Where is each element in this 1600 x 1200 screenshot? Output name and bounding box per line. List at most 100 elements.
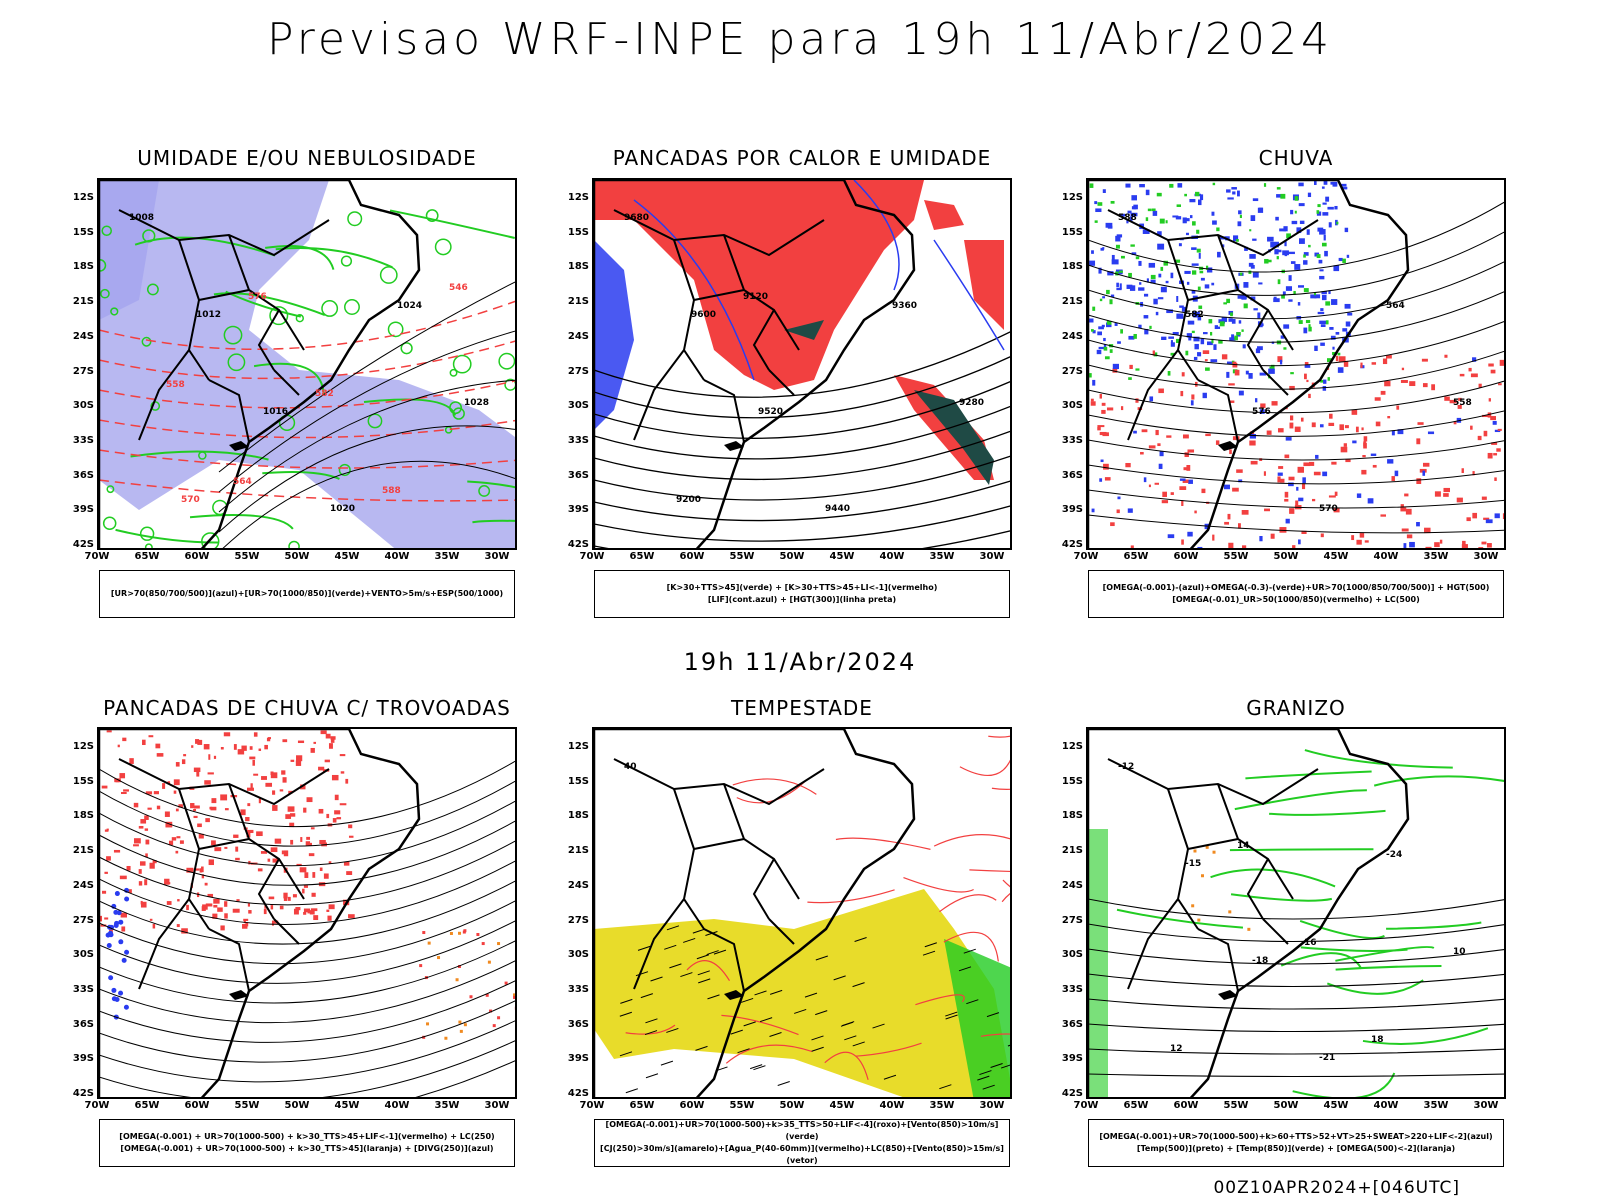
lon-tick-label: 40W <box>384 551 410 562</box>
contour-label: 588 <box>382 486 401 496</box>
panel-legend: [OMEGA(-0.001)+UR>70(1000-500)+k>35_TTS>… <box>594 1119 1010 1167</box>
contour-label: 1020 <box>330 504 355 514</box>
panel-legend: [UR>70(850/700/500)](azul)+[UR>70(1000/8… <box>99 570 515 618</box>
contour-label: 9600 <box>691 310 716 320</box>
lon-tick-label: 70W <box>1073 551 1099 562</box>
map-panel-6: -12 -15 -18 -21 -24 10 12 14 16 18 <box>1086 727 1506 1099</box>
map-canvas: 40 <box>594 729 1010 1097</box>
lat-tick-label: 27S <box>1061 365 1083 377</box>
lat-tick-label: 42S <box>1061 539 1083 550</box>
lat-tick-label: 12S <box>567 192 589 203</box>
lon-tick-label: 35W <box>1423 1100 1449 1111</box>
lat-tick-label: 42S <box>567 539 589 550</box>
lat-tick-label: 36S <box>72 469 94 481</box>
legend-line: [K>30+TTS>45](verde) + [K>30+TTS>45+LI<-… <box>666 583 938 592</box>
lat-tick-label: 30S <box>1061 400 1083 412</box>
contour-label: 14 <box>1237 841 1250 851</box>
map-canvas: 1008 1012 1016 1020 1024 1028 570 576 582 588 546 5… <box>99 180 515 548</box>
map-canvas: 9680 9600 9520 9440 9360 9280 9200 9120 <box>594 180 1010 548</box>
lat-tick-label: 15S <box>72 226 94 238</box>
lat-tick-label: 42S <box>567 1088 589 1099</box>
contour-label: 570 <box>1319 504 1338 514</box>
lon-tick-label: 60W <box>1173 551 1199 562</box>
lat-tick-label: 36S <box>72 1018 94 1030</box>
lon-tick-label: 50W <box>284 551 310 562</box>
legend-line: [OMEGA(-0.001) + UR>70(1000-500) + k>30_… <box>120 1144 494 1153</box>
lat-tick-label: 30S <box>72 949 94 961</box>
contour-label: 558 <box>1453 398 1472 408</box>
lon-tick-label: 60W <box>679 1100 705 1111</box>
contour-label: 1024 <box>397 301 422 311</box>
lon-tick-label: 45W <box>334 551 360 562</box>
contour-label: 9520 <box>758 407 783 417</box>
lon-tick-label: 60W <box>184 1100 210 1111</box>
legend-line: [Temp(500)](preto) + [Temp(850)](verde) … <box>1136 1144 1456 1153</box>
lon-tick-label: 70W <box>84 1100 110 1111</box>
panel-title: GRANIZO <box>1246 696 1346 720</box>
contour-label: 576 <box>248 292 267 302</box>
lon-tick-label: 40W <box>384 1100 410 1111</box>
lon-tick-label: 30W <box>1473 551 1499 562</box>
lon-tick-label: 30W <box>979 1100 1005 1111</box>
lon-tick-label: 35W <box>929 1100 955 1111</box>
lon-tick-label: 70W <box>579 551 605 562</box>
lon-tick-label: 45W <box>829 551 855 562</box>
lon-tick-label: 50W <box>1273 551 1299 562</box>
contour-label: 570 <box>181 495 200 505</box>
contour-label: 1012 <box>196 310 221 320</box>
contour-label: -24 <box>1386 850 1402 860</box>
lon-tick-label: 45W <box>829 1100 855 1111</box>
lat-tick-label: 30S <box>72 400 94 412</box>
lon-tick-label: 30W <box>484 1100 510 1111</box>
lat-tick-label: 21S <box>1061 296 1083 308</box>
panel-legend: [OMEGA(-0.001)+UR>70(1000-500)+k>60+TTS>… <box>1088 1119 1504 1167</box>
lon-tick-label: 60W <box>1173 1100 1199 1111</box>
legend-line: [OMEGA(-0.001)-(azul)+OMEGA(-0.3)-(verde… <box>1102 583 1490 592</box>
legend-line: [OMEGA(-0.001) + UR>70(1000-500) + k>30_… <box>119 1132 495 1141</box>
contour-label: -21 <box>1319 1053 1335 1063</box>
contour-label: 1016 <box>263 407 288 417</box>
lat-tick-label: 39S <box>567 504 589 516</box>
lon-tick-label: 55W <box>234 1100 260 1111</box>
lat-tick-label: 12S <box>72 192 94 203</box>
lon-tick-label: 55W <box>1223 1100 1249 1111</box>
lat-tick-label: 30S <box>567 400 589 412</box>
panel-title: UMIDADE E/OU NEBULOSIDADE <box>137 146 477 170</box>
legend-line: [OMEGA(-0.001)+UR>70(1000-500)+k>35_TTS>… <box>605 1120 999 1141</box>
lon-tick-label: 35W <box>929 551 955 562</box>
contour-label: -12 <box>1118 762 1134 772</box>
lat-tick-label: 36S <box>1061 1018 1083 1030</box>
panel-title: TEMPESTADE <box>731 696 873 720</box>
contour-label: 9280 <box>959 398 984 408</box>
contour-label: 1028 <box>464 398 489 408</box>
panel-legend: [OMEGA(-0.001)-(azul)+OMEGA(-0.3)-(verde… <box>1088 570 1504 618</box>
lat-tick-label: 39S <box>72 504 94 516</box>
lat-tick-label: 24S <box>72 330 94 342</box>
lon-tick-label: 60W <box>184 551 210 562</box>
lon-tick-label: 70W <box>579 1100 605 1111</box>
lat-tick-label: 33S <box>1061 983 1083 995</box>
legend-line: [OMEGA(-0.01)_UR>50(1000/850)(vermelho) … <box>1172 595 1420 604</box>
contour-label: 10 <box>1453 947 1466 957</box>
lat-tick-label: 24S <box>1061 330 1083 342</box>
lat-tick-label: 30S <box>567 949 589 961</box>
lon-tick-label: 45W <box>334 1100 360 1111</box>
lat-tick-label: 18S <box>567 261 589 273</box>
lat-tick-label: 30S <box>1061 949 1083 961</box>
map-panel-1: 1008 1012 1016 1020 1024 1028 570 576 582 588 546 5… <box>97 178 517 550</box>
lat-tick-label: 15S <box>72 775 94 787</box>
lat-tick-label: 39S <box>1061 1053 1083 1065</box>
lon-tick-label: 55W <box>729 1100 755 1111</box>
panel-legend: [K>30+TTS>45](verde) + [K>30+TTS>45+LI<-… <box>594 570 1010 618</box>
lat-tick-label: 24S <box>72 879 94 891</box>
lat-tick-label: 18S <box>1061 261 1083 273</box>
contour-label: 18 <box>1371 1035 1384 1045</box>
lat-tick-label: 12S <box>1061 192 1083 203</box>
contour-label: 9360 <box>892 301 917 311</box>
lon-tick-label: 50W <box>779 551 805 562</box>
map-canvas: 588 582 576 570 564 558 <box>1088 180 1504 548</box>
lon-tick-label: 30W <box>1473 1100 1499 1111</box>
lon-tick-label: 40W <box>879 551 905 562</box>
contour-label: 40 <box>624 762 637 772</box>
lat-tick-label: 15S <box>567 226 589 238</box>
